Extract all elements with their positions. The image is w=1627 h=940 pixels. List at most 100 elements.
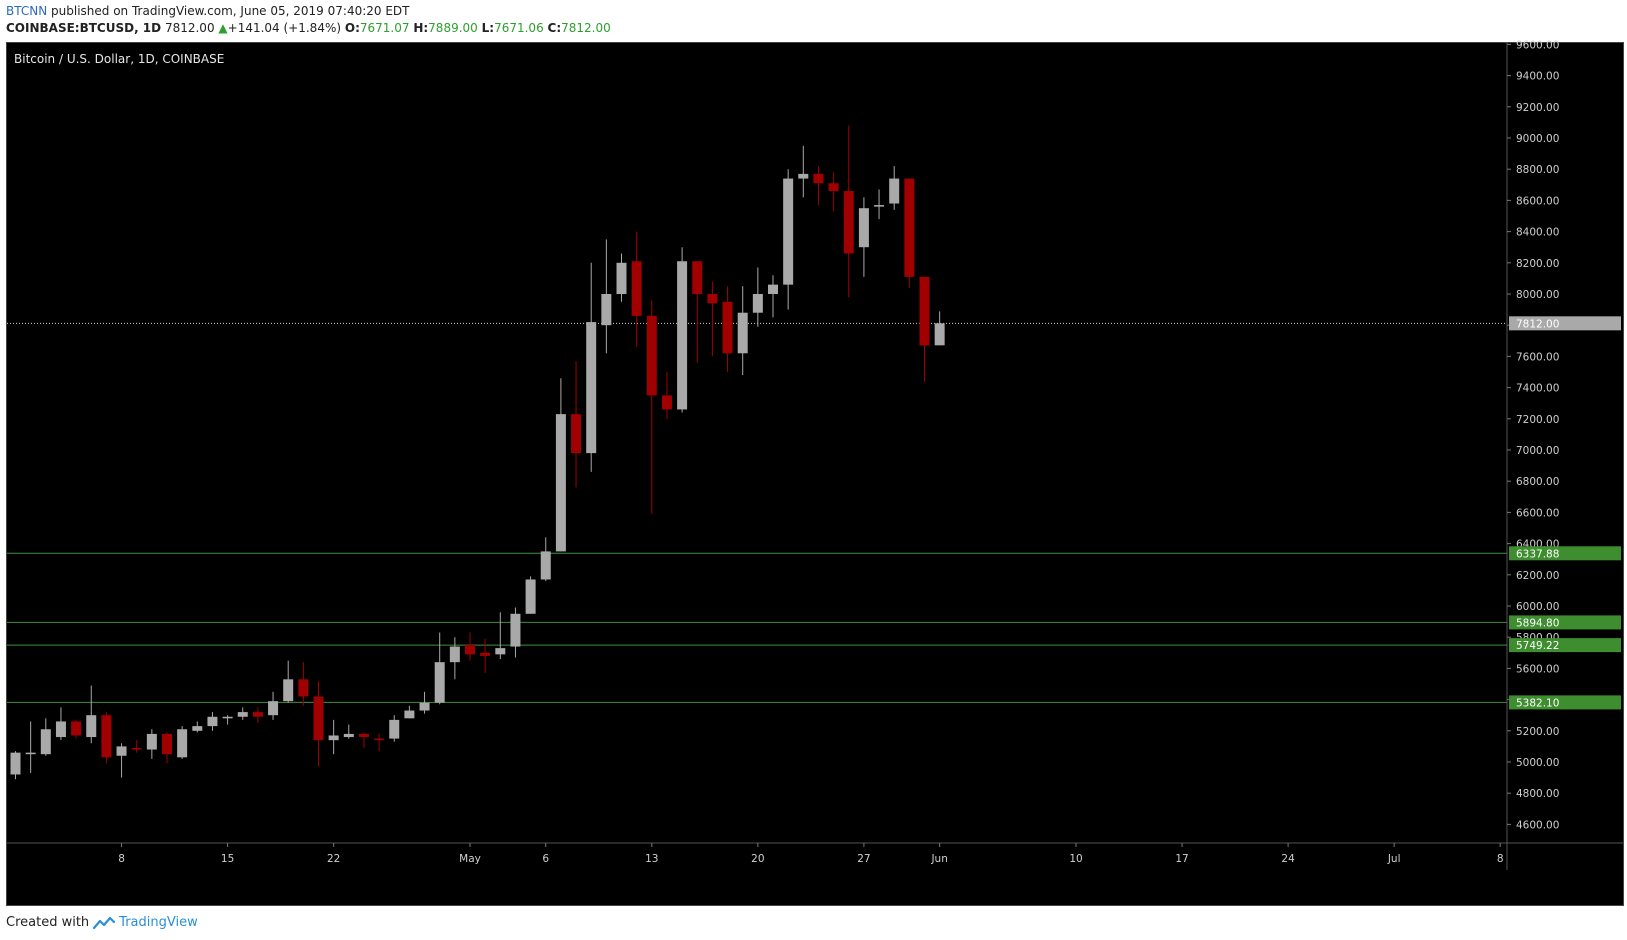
candle-body[interactable]: [555, 414, 566, 552]
time-tick-label: 13: [645, 853, 658, 865]
close-label: C:: [547, 21, 562, 35]
candle-body[interactable]: [843, 191, 854, 254]
candle-body[interactable]: [813, 173, 824, 184]
candle-body[interactable]: [328, 735, 339, 741]
candle-body[interactable]: [283, 679, 294, 702]
candle-body[interactable]: [419, 702, 430, 711]
candle-body[interactable]: [677, 261, 688, 410]
time-tick-label: 10: [1069, 853, 1082, 865]
price-tick-label: 8600.00: [1516, 195, 1559, 207]
footer-credit: Created with TradingView: [6, 915, 198, 930]
support-price-label: 6337.88: [1516, 548, 1559, 560]
tradingview-link[interactable]: TradingView: [119, 915, 198, 930]
candle-body[interactable]: [480, 652, 491, 656]
candle-body[interactable]: [10, 752, 21, 775]
candle-body[interactable]: [540, 551, 551, 580]
candle-body[interactable]: [934, 323, 945, 346]
price-tick-label: 9600.00: [1516, 39, 1559, 51]
candle-body[interactable]: [722, 301, 733, 354]
candle-body[interactable]: [752, 294, 763, 313]
time-tick-label: 24: [1281, 853, 1295, 865]
candle-body[interactable]: [86, 715, 97, 738]
candle-body[interactable]: [55, 721, 66, 738]
support-price-tag: [1509, 615, 1621, 630]
candle-body[interactable]: [40, 729, 51, 755]
candle-body[interactable]: [919, 276, 930, 346]
price-change: +141.04 (+1.84%): [227, 21, 342, 35]
price-tick-label: 6800.00: [1516, 476, 1559, 488]
time-tick-label: 20: [751, 853, 764, 865]
candle-body[interactable]: [358, 733, 369, 738]
candle-body[interactable]: [222, 716, 233, 719]
time-tick-label: Jun: [930, 853, 947, 865]
candle-body[interactable]: [874, 205, 885, 207]
candle-body[interactable]: [298, 679, 309, 697]
candle-body[interactable]: [449, 646, 460, 663]
price-tick-label: 9000.00: [1516, 133, 1559, 145]
candle-body[interactable]: [737, 312, 748, 354]
candle-body[interactable]: [404, 710, 415, 719]
candle-body[interactable]: [889, 178, 900, 204]
time-tick-label: 8: [1497, 853, 1504, 865]
candle-body[interactable]: [783, 178, 794, 285]
candle-body[interactable]: [707, 294, 718, 304]
candle-body[interactable]: [858, 208, 869, 248]
candle-body[interactable]: [768, 284, 778, 294]
chart-area[interactable]: [6, 42, 1624, 906]
publish-info: BTCNN published on TradingView.com, June…: [6, 4, 410, 18]
candle-body[interactable]: [904, 178, 915, 277]
price-tick-label: 5600.00: [1516, 663, 1559, 675]
candle-body[interactable]: [631, 261, 642, 316]
candle-body[interactable]: [252, 712, 263, 717]
candle-body[interactable]: [601, 294, 612, 326]
candle-body[interactable]: [192, 726, 203, 731]
author-link[interactable]: BTCNN: [6, 4, 48, 18]
last-price-label: 7812.00: [1516, 318, 1559, 330]
candle-body[interactable]: [374, 738, 385, 741]
candle-body[interactable]: [571, 414, 582, 454]
candle-body[interactable]: [828, 183, 839, 192]
candle-body[interactable]: [646, 315, 657, 396]
candle-body[interactable]: [434, 662, 445, 703]
time-tick-label: 15: [221, 853, 234, 865]
candle-body[interactable]: [616, 262, 627, 294]
candle-body[interactable]: [798, 173, 809, 179]
candle-body[interactable]: [162, 733, 172, 755]
price-tick-label: 5000.00: [1516, 757, 1559, 769]
tradingview-logo-icon[interactable]: [93, 916, 116, 930]
candle-body[interactable]: [207, 716, 218, 727]
price-tick-label: 9400.00: [1516, 71, 1559, 83]
candle-body[interactable]: [268, 701, 279, 716]
last-price: 7812.00: [164, 21, 215, 35]
time-tick-label: 6: [542, 853, 549, 865]
candle-body[interactable]: [313, 696, 324, 741]
candle-body[interactable]: [146, 733, 157, 750]
high-label: H:: [413, 21, 429, 35]
low-label: L:: [481, 21, 495, 35]
candle-body[interactable]: [177, 729, 188, 758]
candle-body[interactable]: [510, 613, 521, 647]
candle-body[interactable]: [71, 721, 82, 736]
candle-body[interactable]: [465, 645, 475, 655]
candle-body[interactable]: [389, 719, 400, 739]
candle-body[interactable]: [25, 752, 36, 755]
candle-body[interactable]: [661, 395, 672, 410]
high-value: 7889.00: [428, 21, 478, 35]
price-tick-label: 7200.00: [1516, 414, 1559, 426]
candle-body[interactable]: [101, 715, 112, 758]
candle-body[interactable]: [495, 648, 506, 655]
candle-body[interactable]: [131, 747, 142, 750]
price-tick-label: 6000.00: [1516, 601, 1559, 613]
candle-body[interactable]: [237, 712, 248, 717]
candle-body[interactable]: [692, 261, 703, 294]
candle-body[interactable]: [586, 322, 597, 454]
published-text: published on TradingView.com, June 05, 2…: [47, 4, 410, 18]
support-price-tag: [1509, 695, 1621, 710]
created-with-text: Created with: [6, 915, 90, 930]
time-tick-label: May: [459, 853, 481, 865]
open-label: O:: [344, 21, 360, 35]
candle-body[interactable]: [343, 733, 354, 738]
candle-body[interactable]: [116, 746, 127, 756]
candle-body[interactable]: [525, 579, 536, 614]
